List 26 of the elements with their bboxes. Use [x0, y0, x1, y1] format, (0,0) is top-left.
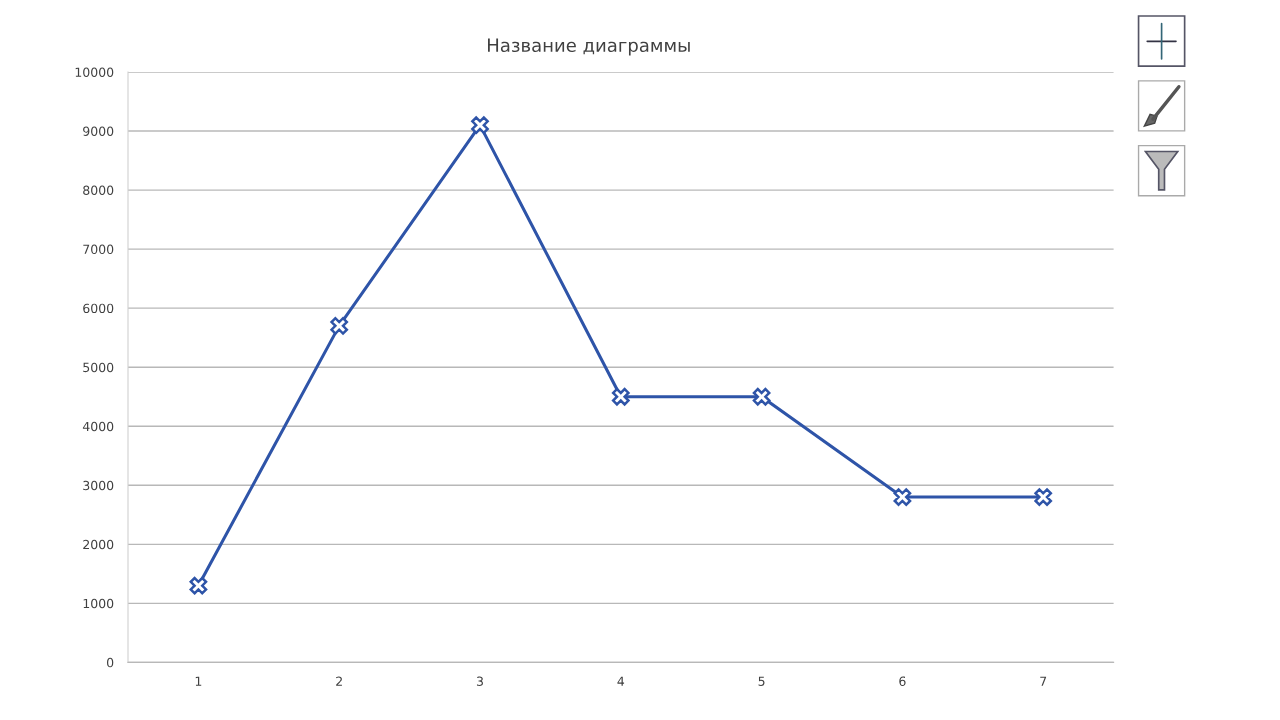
point — [189, 576, 208, 595]
y-tick-label: 8000 — [83, 185, 114, 196]
x-tick-label: 6 — [899, 676, 906, 686]
point — [330, 316, 349, 335]
y-tick-label: 1000 — [83, 598, 114, 609]
y-tick-label: 4000 — [82, 421, 114, 432]
x-tick-label: 5 — [758, 676, 765, 686]
y-tick-label: 9000 — [83, 126, 114, 136]
x-tick-label: 1 — [195, 676, 202, 686]
y-tick-label: 5000 — [83, 362, 114, 373]
point — [471, 116, 489, 135]
x-tick-label: 4 — [617, 676, 625, 686]
y-tick-label: 6000 — [83, 303, 114, 314]
point — [893, 488, 912, 506]
y-tick-label: 7000 — [83, 244, 114, 255]
x-tick-label: 2 — [336, 676, 342, 686]
x-tick-label: 3 — [476, 676, 483, 686]
y-tick-label: 3000 — [83, 480, 114, 491]
y-tick-label: 10000 — [75, 67, 114, 77]
y-tick-label: 0 — [106, 657, 114, 668]
point — [611, 387, 630, 406]
x-tick-label: 7 — [1040, 676, 1047, 686]
y-tick-label: 2000 — [83, 539, 114, 550]
point — [752, 387, 771, 406]
chart-title: Название диаграммы — [488, 38, 690, 56]
point — [1034, 488, 1053, 506]
